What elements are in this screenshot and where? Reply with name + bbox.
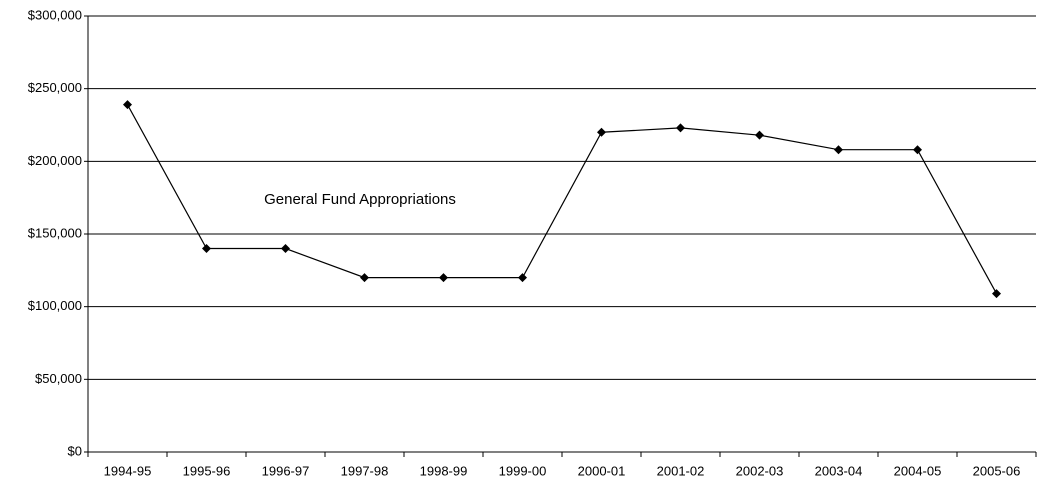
y-tick-label: $50,000: [35, 371, 82, 386]
marker: [992, 289, 1001, 299]
x-tick-label: 2004-05: [894, 463, 942, 478]
x-tick-label: 1994-95: [104, 463, 152, 478]
marker: [360, 273, 369, 283]
y-tick-label: $0: [68, 443, 82, 458]
marker: [755, 130, 764, 140]
x-tick-label: 1995-96: [183, 463, 231, 478]
marker: [913, 145, 922, 155]
marker: [834, 145, 843, 155]
marker: [597, 127, 606, 137]
y-tick-label: $200,000: [28, 153, 82, 168]
x-tick-label: 1999-00: [499, 463, 547, 478]
marker: [202, 244, 211, 254]
x-tick-label: 2003-04: [815, 463, 863, 478]
y-tick-label: $300,000: [28, 7, 82, 22]
marker: [518, 273, 527, 283]
y-tick-label: $150,000: [28, 225, 82, 240]
x-tick-label: 1997-98: [341, 463, 389, 478]
x-tick-label: 1998-99: [420, 463, 468, 478]
marker: [123, 100, 132, 110]
annotation: General Fund Appropriations: [264, 191, 456, 208]
x-tick-label: 2000-01: [578, 463, 626, 478]
marker: [439, 273, 448, 283]
marker: [281, 244, 290, 254]
marker: [676, 123, 685, 133]
x-tick-label: 1996-97: [262, 463, 310, 478]
x-tick-label: 2005-06: [973, 463, 1021, 478]
y-tick-label: $250,000: [28, 80, 82, 95]
series-line: [126, 104, 998, 294]
x-tick-label: 2001-02: [657, 463, 705, 478]
x-tick-label: 2002-03: [736, 463, 784, 478]
y-tick-label: $100,000: [28, 298, 82, 313]
